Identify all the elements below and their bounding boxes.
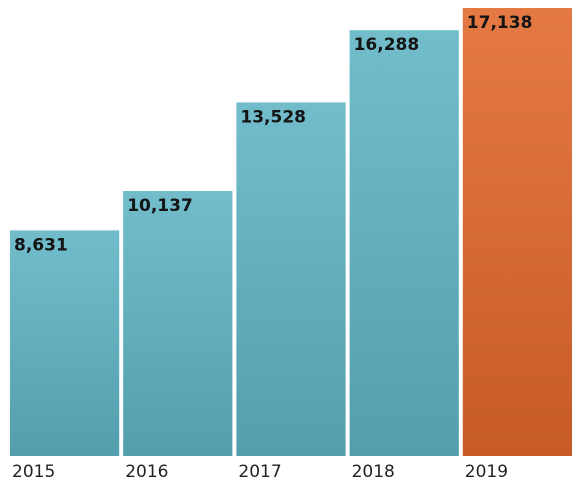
bar-shade xyxy=(349,30,459,456)
value-label: 13,528 xyxy=(240,107,306,127)
x-tick-label: 2019 xyxy=(465,462,508,482)
bar-shade xyxy=(236,102,346,456)
value-label: 17,138 xyxy=(467,13,533,33)
x-tick-label: 2016 xyxy=(125,462,168,482)
bar-shade xyxy=(462,8,572,456)
bar-shade xyxy=(123,191,233,456)
value-label: 16,288 xyxy=(354,35,420,55)
x-tick-label: 2018 xyxy=(352,462,395,482)
bar-shade xyxy=(10,230,120,456)
value-label: 8,631 xyxy=(14,235,68,255)
value-label: 10,137 xyxy=(127,196,193,216)
x-tick-label: 2017 xyxy=(238,462,281,482)
x-tick-label: 2015 xyxy=(12,462,55,482)
